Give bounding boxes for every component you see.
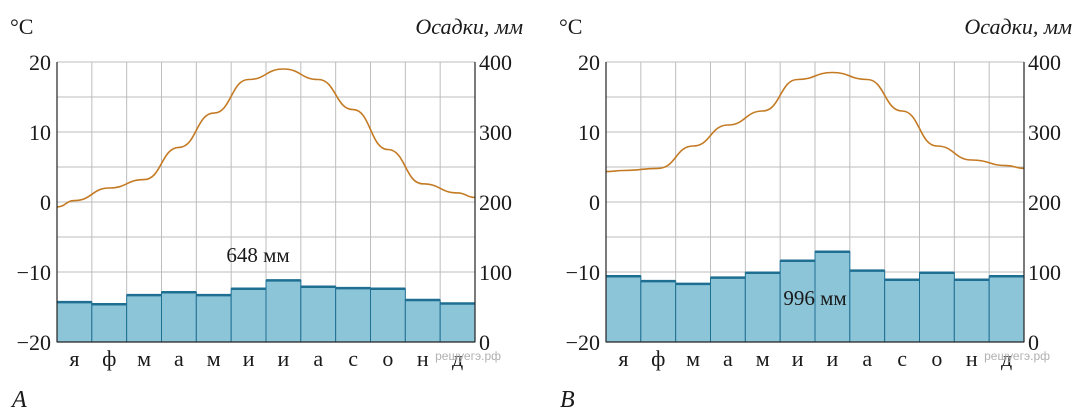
right-axis-title: Осадки, мм (964, 14, 1072, 39)
right-tick-label: 200 (479, 190, 512, 215)
month-label: м (137, 346, 151, 371)
month-label: о (931, 346, 942, 371)
precip-bar (884, 279, 921, 343)
left-tick-label: −10 (17, 260, 51, 285)
precip-bar (605, 275, 642, 343)
month-label: д (1001, 346, 1012, 371)
month-label: и (243, 346, 255, 371)
month-label: м (756, 346, 770, 371)
right-tick-label: 400 (1028, 50, 1061, 75)
left-tick-label: 10 (578, 120, 600, 145)
panel-label: А (10, 387, 27, 413)
month-label: н (417, 346, 429, 371)
right-tick-label: 0 (479, 330, 490, 355)
right-tick-label: 300 (479, 120, 512, 145)
right-tick-label: 300 (1028, 120, 1061, 145)
total-precip-label: 996 мм (783, 286, 846, 310)
month-label: д (452, 346, 463, 371)
panel-label: В (560, 387, 575, 413)
temperature-line (605, 71, 1025, 173)
month-label: с (348, 346, 358, 371)
right-tick-label: 100 (479, 260, 512, 285)
right-tick-label: 0 (1028, 330, 1039, 355)
precip-bar (849, 270, 886, 343)
month-label: м (207, 346, 221, 371)
precip-bar (988, 275, 1025, 343)
precip-bar (779, 260, 816, 343)
precip-bar (640, 280, 677, 343)
month-label: а (862, 346, 872, 371)
right-tick-label: 200 (1028, 190, 1061, 215)
precip-bar (126, 294, 162, 343)
precip-bar (265, 279, 302, 343)
precip-bar (404, 299, 441, 343)
month-label: и (827, 346, 839, 371)
month-label: ф (651, 346, 665, 371)
precip-bar (230, 288, 267, 343)
total-precip-label: 648 мм (226, 243, 289, 267)
right-axis-title: Осадки, мм (415, 14, 523, 39)
month-label: а (174, 346, 184, 371)
precip-bar (439, 303, 476, 343)
left-tick-label: 0 (40, 190, 51, 215)
month-label: с (897, 346, 907, 371)
precip-bar (56, 301, 93, 343)
precip-bar (195, 294, 232, 343)
precip-bar (300, 286, 337, 343)
month-label: н (966, 346, 978, 371)
watermark: решуегэ.рф (435, 349, 501, 363)
precip-bar (710, 277, 746, 343)
left-axis-unit: °C (559, 14, 582, 39)
watermark: решуегэ.рф (984, 349, 1050, 363)
precip-bar (370, 288, 406, 343)
temperature-line (56, 68, 476, 208)
month-label: м (686, 346, 700, 371)
month-label: о (382, 346, 393, 371)
precip-bar (91, 303, 128, 343)
precip-bar (335, 287, 371, 343)
month-label: а (313, 346, 323, 371)
left-tick-label: 0 (589, 190, 600, 215)
right-tick-label: 400 (479, 50, 512, 75)
precip-bar (953, 279, 990, 343)
month-label: и (278, 346, 290, 371)
month-label: а (723, 346, 733, 371)
right-tick-label: 100 (1028, 260, 1061, 285)
left-tick-label: −10 (566, 260, 600, 285)
left-tick-label: 10 (29, 120, 51, 145)
left-tick-label: 20 (578, 50, 600, 75)
left-tick-label: 20 (29, 50, 51, 75)
left-tick-label: −20 (17, 330, 51, 355)
month-label: я (69, 346, 79, 371)
month-label: я (618, 346, 628, 371)
precip-bar (744, 272, 781, 343)
precip-bar (675, 283, 712, 343)
precip-bar (919, 272, 955, 343)
left-tick-label: −20 (566, 330, 600, 355)
precip-bar (161, 291, 197, 343)
month-label: и (792, 346, 804, 371)
left-axis-unit: °C (10, 14, 33, 39)
month-label: ф (102, 346, 116, 371)
